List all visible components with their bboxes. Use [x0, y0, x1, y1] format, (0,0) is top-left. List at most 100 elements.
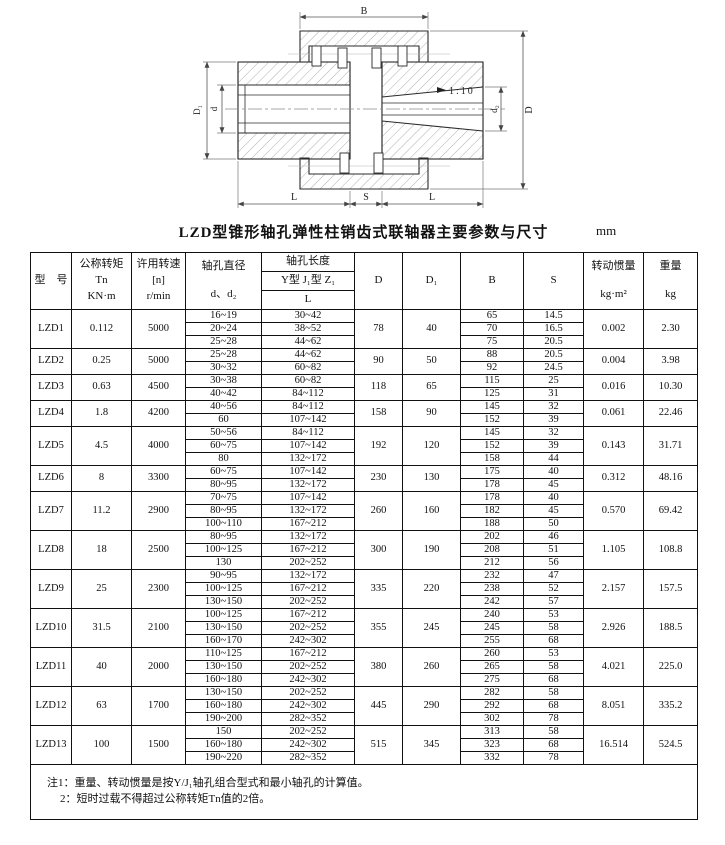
table-footer: 注1：重量、转动惯量是按Y/J₁轴孔组合型式和最小轴孔的计算值。 2：短时过载不… — [30, 764, 698, 820]
table-caption: LZD型锥形轴孔弹性柱销齿式联轴器主要参数与尺寸 mm — [30, 221, 697, 242]
header-B: B — [460, 252, 524, 310]
dim-S-cell: 14.5 — [523, 309, 584, 323]
inertia-cell: 8.051 — [583, 686, 644, 726]
dim-S-cell: 68 — [523, 634, 584, 648]
bore-diameter-cell: 160~180 — [185, 673, 262, 687]
torque-cell: 18 — [71, 530, 132, 570]
inertia-cell: 16.514 — [583, 725, 644, 765]
bore-length-cell: 132~172 — [261, 530, 355, 544]
bore-length-cell: 167~212 — [261, 582, 355, 596]
bore-length-cell: 282~352 — [261, 712, 355, 726]
dim-label-S: S — [363, 192, 369, 203]
header-bore-diameter: 轴孔直径 d、d₂ — [185, 252, 262, 310]
dim-S-cell: 56 — [523, 556, 584, 570]
table-row: 25~28 44~62 75 20.5 — [31, 335, 698, 349]
table-body: LZD1 0.112 5000 16~19 30~42 78 40 65 14.5 0.002 2.… — [30, 309, 698, 765]
dim-B-cell: 152 — [460, 439, 524, 453]
dim-S-cell: 20.5 — [523, 335, 584, 349]
model-cell: LZD8 — [30, 530, 72, 570]
weight-cell: 3.98 — [643, 348, 698, 375]
dim-B-cell: 245 — [460, 621, 524, 635]
bore-diameter-cell: 60~75 — [185, 439, 262, 453]
dim-S-cell: 45 — [523, 504, 584, 518]
dim-D1-cell: 245 — [402, 608, 461, 648]
model-cell: LZD13 — [30, 725, 72, 765]
dim-D1-cell: 130 — [402, 465, 461, 492]
speed-cell: 5000 — [131, 348, 186, 375]
bore-diameter-cell: 90~95 — [185, 569, 262, 583]
inertia-cell: 4.021 — [583, 647, 644, 687]
dim-B-cell: 125 — [460, 387, 524, 401]
torque-cell: 0.63 — [71, 374, 132, 401]
dim-S-cell: 52 — [523, 582, 584, 596]
table-row: LZD8 18 2500 80~95 132~172 300 190 202 46 1.105 10… — [30, 530, 698, 570]
table-row: LZD3 0.63 4500 30~38 60~82 118 65 115 25 0.016 10.… — [30, 374, 698, 401]
dim-label-d2: d₂ — [489, 105, 499, 113]
bore-length-cell: 84~112 — [261, 387, 355, 401]
dim-B-cell: 323 — [460, 738, 524, 752]
dim-B-cell: 275 — [460, 673, 524, 687]
dim-D1-cell: 40 — [402, 309, 461, 349]
weight-cell: 524.5 — [643, 725, 698, 765]
inertia-cell: 0.002 — [583, 309, 644, 349]
bore-length-cell: 282~352 — [261, 751, 355, 765]
header-bore-length: 轴孔长度 Y型 J₁型 Z₁ L — [261, 252, 355, 310]
dim-label-D: D — [524, 106, 535, 113]
technical-drawing: B D d₂ D₁ d L S L 1:10 — [192, 6, 535, 208]
bore-diameter-cell: 190~220 — [185, 751, 262, 765]
dim-S-cell: 32 — [523, 426, 584, 440]
model-cell: LZD5 — [30, 426, 72, 466]
table-row: 100~110 167~212 188 50 — [31, 517, 698, 531]
header-S: S — [523, 252, 584, 310]
dim-S-cell: 68 — [523, 699, 584, 713]
speed-cell: 2100 — [131, 608, 186, 648]
bore-diameter-cell: 20~24 — [185, 322, 262, 336]
dim-S-cell: 39 — [523, 413, 584, 427]
bore-diameter-cell: 130~150 — [185, 621, 262, 635]
note-line-1: 注1：重量、转动惯量是按Y/J₁轴孔组合型式和最小轴孔的计算值。 — [47, 776, 369, 789]
bore-diameter-cell: 80~95 — [185, 530, 262, 544]
bore-length-cell: 132~172 — [261, 504, 355, 518]
table-row: LZD6 8 3300 60~75 107~142 230 130 175 40 0.312 48.… — [30, 465, 698, 492]
torque-cell: 63 — [71, 686, 132, 726]
header-inertia: 转动惯量 kg·m² — [583, 252, 644, 310]
dim-label-D1: D₁ — [192, 105, 202, 115]
bore-length-cell: 167~212 — [261, 647, 355, 661]
dim-B-cell: 152 — [460, 413, 524, 427]
table-row: 130~150 202~252 242 57 — [31, 595, 698, 609]
dim-B-cell: 175 — [460, 465, 524, 479]
bore-diameter-cell: 160~180 — [185, 699, 262, 713]
dim-B-cell: 242 — [460, 595, 524, 609]
dim-S-cell: 40 — [523, 491, 584, 505]
bore-diameter-cell: 80~95 — [185, 504, 262, 518]
header-model: 型 号 — [30, 252, 72, 310]
dim-B-cell: 88 — [460, 348, 524, 362]
notes-cell: 注1：重量、转动惯量是按Y/J₁轴孔组合型式和最小轴孔的计算值。 2：短时过载不… — [30, 764, 698, 820]
table-row: 80~95 132~172 182 45 — [31, 504, 698, 518]
bore-length-cell: 167~212 — [261, 543, 355, 557]
weight-cell: 10.30 — [643, 374, 698, 401]
inertia-cell: 0.570 — [583, 491, 644, 531]
bore-diameter-cell: 100~125 — [185, 543, 262, 557]
dim-S-cell: 68 — [523, 738, 584, 752]
dim-S-cell: 39 — [523, 439, 584, 453]
dim-D1-cell: 90 — [402, 400, 461, 427]
bore-length-cell: 30~42 — [261, 309, 355, 323]
dim-S-cell: 46 — [523, 530, 584, 544]
speed-cell: 2300 — [131, 569, 186, 609]
table-header: 型 号 公称转矩 Tn KN·m 许用转速 [n] r/min — [30, 252, 698, 310]
model-cell: LZD4 — [30, 400, 72, 427]
torque-cell: 1.8 — [71, 400, 132, 427]
bore-length-cell: 84~112 — [261, 400, 355, 414]
speed-cell: 2000 — [131, 647, 186, 687]
dim-S-cell: 50 — [523, 517, 584, 531]
torque-cell: 40 — [71, 647, 132, 687]
bore-length-cell: 242~302 — [261, 738, 355, 752]
dim-D1-cell: 290 — [402, 686, 461, 726]
speed-cell: 1500 — [131, 725, 186, 765]
table-row: 80 132~172 158 44 — [31, 452, 698, 466]
note-line-2: 2：短时过载不得超过公称转矩Tn值的2倍。 — [60, 793, 271, 805]
weight-cell: 157.5 — [643, 569, 698, 609]
bore-diameter-cell: 40~42 — [185, 387, 262, 401]
